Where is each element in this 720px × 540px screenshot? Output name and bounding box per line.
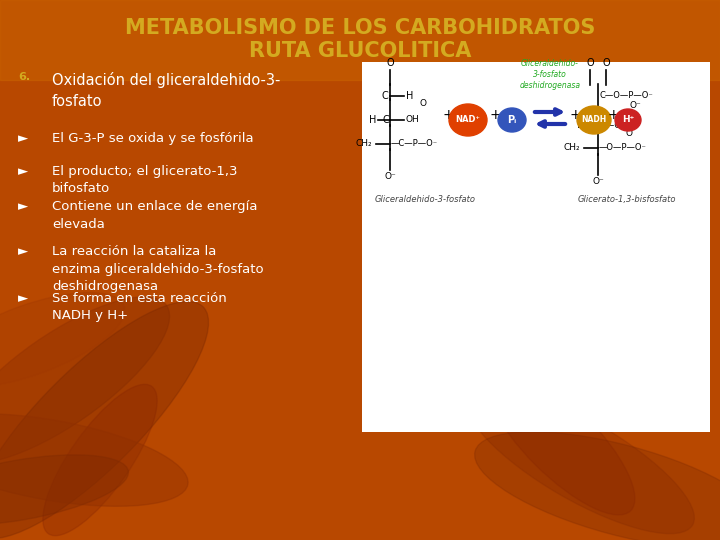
Text: O: O xyxy=(586,58,594,68)
Text: C: C xyxy=(382,115,389,125)
Text: CH₂: CH₂ xyxy=(356,139,372,148)
Text: —O—P—O⁻: —O—P—O⁻ xyxy=(599,144,647,152)
Text: —C—P—O⁻: —C—P—O⁻ xyxy=(391,139,438,148)
Bar xyxy=(362,62,710,432)
Text: La reacción la cataliza la
enzima gliceraldehido-3-fosfato
deshidrogenasa: La reacción la cataliza la enzima glicer… xyxy=(52,245,264,293)
Ellipse shape xyxy=(0,297,170,463)
Text: Contiene un enlace de energía
elevada: Contiene un enlace de energía elevada xyxy=(52,200,258,231)
Text: O⁻: O⁻ xyxy=(630,100,642,110)
Text: NAD⁺: NAD⁺ xyxy=(456,116,480,125)
Text: +: + xyxy=(442,108,454,122)
Ellipse shape xyxy=(0,301,209,538)
Text: 6.: 6. xyxy=(18,72,30,82)
Text: Pᵢ: Pᵢ xyxy=(508,115,517,125)
Text: O: O xyxy=(626,130,633,138)
Text: O⁻: O⁻ xyxy=(592,177,604,186)
Text: C—OH: C—OH xyxy=(599,120,628,130)
Text: H⁺: H⁺ xyxy=(622,116,634,125)
Text: ►: ► xyxy=(18,200,28,213)
Text: Gliceraldehido-
3-fosfato
deshidrogenasa: Gliceraldehido- 3-fosfato deshidrogenasa xyxy=(520,59,580,90)
Text: CH₂: CH₂ xyxy=(563,144,580,152)
Text: El producto; el glicerato-1,3
bifosfato: El producto; el glicerato-1,3 bifosfato xyxy=(52,165,238,195)
Ellipse shape xyxy=(42,384,157,536)
Bar xyxy=(0,0,720,80)
Text: Oxidación del gliceraldehido-3-
fosfato: Oxidación del gliceraldehido-3- fosfato xyxy=(52,72,280,109)
Ellipse shape xyxy=(0,455,128,525)
Text: +: + xyxy=(607,108,618,122)
Text: Se forma en esta reacción
NADH y H+: Se forma en esta reacción NADH y H+ xyxy=(52,292,227,322)
Ellipse shape xyxy=(449,104,487,136)
Text: H: H xyxy=(369,115,376,125)
Ellipse shape xyxy=(466,386,694,534)
Ellipse shape xyxy=(474,431,720,540)
Text: C: C xyxy=(382,91,388,101)
Text: ►: ► xyxy=(18,245,28,258)
Text: +: + xyxy=(570,108,581,122)
Text: H: H xyxy=(406,91,413,101)
Text: ►: ► xyxy=(18,132,28,145)
Ellipse shape xyxy=(577,106,611,134)
Text: O: O xyxy=(420,98,427,107)
Text: ►: ► xyxy=(18,292,28,305)
Ellipse shape xyxy=(485,365,635,515)
Text: Glicerato-1,3-bisfosfato: Glicerato-1,3-bisfosfato xyxy=(578,195,677,204)
Text: O: O xyxy=(602,58,610,68)
Text: METABOLISMO DE LOS CARBOHIDRATOS: METABOLISMO DE LOS CARBOHIDRATOS xyxy=(125,18,595,38)
Text: El G-3-P se oxida y se fosfórila: El G-3-P se oxida y se fosfórila xyxy=(52,132,253,145)
Text: H: H xyxy=(577,120,584,130)
Ellipse shape xyxy=(0,293,125,387)
Text: Gliceraldehido-3-fosfato: Gliceraldehido-3-fosfato xyxy=(375,195,476,204)
Text: NADH: NADH xyxy=(581,116,607,125)
Text: ►: ► xyxy=(18,165,28,178)
Text: O: O xyxy=(386,58,394,68)
Text: OH: OH xyxy=(406,116,420,125)
Ellipse shape xyxy=(0,414,188,507)
Text: +: + xyxy=(489,108,501,122)
Text: O⁻: O⁻ xyxy=(384,172,396,181)
Text: RUTA GLUCOLITICA: RUTA GLUCOLITICA xyxy=(249,41,471,61)
Ellipse shape xyxy=(615,109,641,131)
Text: C—O—P—O⁻: C—O—P—O⁻ xyxy=(599,91,653,100)
Ellipse shape xyxy=(498,108,526,132)
